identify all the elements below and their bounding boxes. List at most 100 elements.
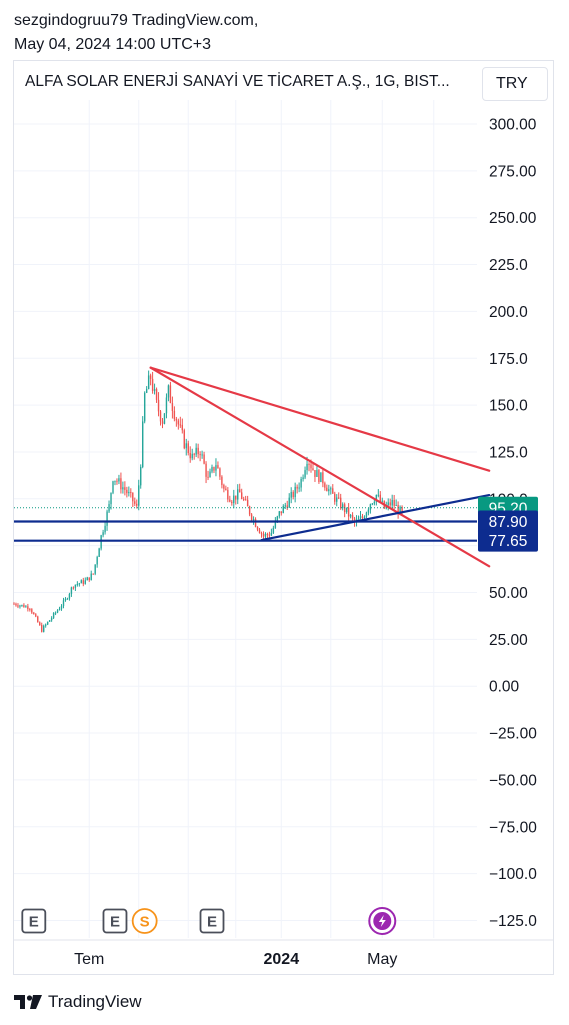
candle-body [357,518,360,520]
candle-body [15,603,17,606]
candle-body [94,564,96,574]
candle-body [288,497,290,508]
candle-body [274,520,277,528]
candle-body [147,375,150,390]
candle-body [336,497,338,502]
candle-body [381,500,383,502]
candle-body [48,620,51,622]
candle-body [318,470,320,482]
candle-body [37,616,39,623]
candle-body [102,532,104,536]
candle-body [173,410,176,419]
candle-body [84,580,86,584]
candle-body [292,491,294,498]
candle-body [250,514,253,520]
candle-body [304,470,306,478]
y-tick-label: 250.00 [489,210,537,227]
candle-body [161,421,164,424]
candle-body [215,465,217,471]
symbol-title: ALFA SOLAR ENERJİ SANAYİ VE TİCARET A.Ş.… [25,73,450,90]
candle-body [126,489,128,494]
trendline[interactable] [149,366,491,568]
candle-body [122,487,124,490]
candle-body [86,577,88,581]
candle-body [142,421,144,467]
candle-body [268,534,271,536]
candle-body [104,525,106,533]
candle-body [56,610,59,613]
candle-body [143,392,146,422]
candle-body [193,453,195,455]
candle-body [262,533,265,537]
candle-body [326,487,328,492]
candle-body [221,476,223,486]
dividend-event-label: S [140,914,150,931]
candle-body [369,504,372,510]
candle-body [169,385,172,403]
candle-body [367,509,370,513]
currency-button[interactable]: TRY [482,67,548,101]
earnings-event-icon[interactable] [21,908,47,934]
candle-body [179,424,182,426]
y-tick-label: −100.0 [489,866,537,883]
candle-body [239,489,241,493]
candle-body [43,625,45,632]
candle-body [35,614,37,617]
candle-body [177,420,180,425]
candle-body [92,573,94,575]
candle-body [110,492,112,505]
candle-body [256,526,259,530]
candle-body [149,375,152,379]
candle-body [349,515,352,517]
candle-body [207,476,209,478]
y-tick-label: 150.0 [489,398,528,415]
candle-body [330,488,332,490]
candle-body [155,389,158,400]
candle-body [145,389,148,393]
candle-body [401,506,403,512]
level-price-badge-label: 77.65 [489,533,528,550]
candle-body [361,516,364,518]
earnings-event-icon[interactable] [102,908,128,934]
candle-body [260,533,263,535]
candle-body [191,453,193,459]
candle-body [284,505,286,507]
candle-body [66,598,69,600]
candle-body [359,516,362,519]
candle-body [237,489,239,500]
y-tick-label: −25.00 [489,726,537,743]
candle-body [290,491,292,498]
candle-body [314,470,316,477]
candle-body [278,511,281,517]
earnings-event-icon[interactable] [199,908,225,934]
candle-body [50,617,53,621]
earnings-event-label: E [110,914,120,931]
candle-body [136,503,138,506]
candle-body [140,466,142,486]
trendline[interactable] [149,366,491,472]
candle-body [351,515,354,519]
candle-body [272,527,275,533]
dividend-event-icon[interactable] [131,908,158,934]
trendline[interactable] [260,493,491,542]
candle-body [225,488,227,491]
candle-body [41,625,43,632]
candle-body [199,454,201,456]
candle-body [219,468,221,477]
candle-body [116,480,118,482]
candle-body [70,587,73,594]
candle-body [387,502,389,506]
tradingview-logo-icon [14,995,42,1009]
y-tick-label: 300.00 [489,117,537,134]
candle-body [82,580,84,584]
candle-body [153,389,156,391]
candle-body [203,454,205,464]
y-tick-label: 125.0 [489,444,528,461]
candle-body [345,507,348,513]
candle-body [68,593,71,599]
tradingview-logo[interactable]: TradingView [14,990,142,1014]
candle-body [90,573,92,581]
candle-body [375,494,378,502]
candle-body [183,430,185,449]
